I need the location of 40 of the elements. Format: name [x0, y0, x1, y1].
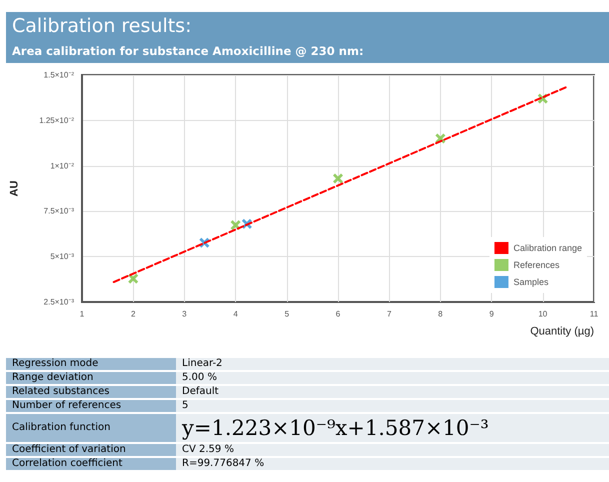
y-tick-label: 2.5×10⁻³ — [44, 298, 74, 306]
x-tick-label: 2 — [130, 310, 136, 318]
text: Range deviation — [6, 372, 176, 384]
x-tick-label: 1 — [80, 310, 85, 318]
text: Regression mode — [6, 358, 176, 370]
text: Calibration function — [6, 414, 176, 442]
x-tick-label: 7 — [386, 310, 392, 318]
text: CV 2.59 % — [176, 444, 609, 456]
point — [128, 274, 138, 284]
y-tick-label: 1×10⁻² — [50, 161, 74, 170]
text: Coefficient of variation — [6, 444, 176, 456]
text: y=1.223×10⁻⁹x+1.587×10⁻³ — [176, 414, 609, 442]
x-tick-label: 9 — [489, 310, 494, 318]
x-axis-title: Quantity (µg) — [530, 326, 594, 338]
text: Linear-2 — [176, 358, 609, 370]
y-axis-title: AU — [8, 180, 20, 196]
text: Default — [176, 386, 609, 398]
x-tick-label: 3 — [182, 310, 188, 318]
x-tick-label: 6 — [336, 310, 341, 318]
text: 5 — [176, 400, 609, 412]
legend-label: References — [513, 260, 560, 270]
y-tick-label: 7.5×10⁻³ — [44, 206, 74, 216]
x-tick-label: 11 — [590, 310, 599, 318]
y-tick-label: 1.5×10⁻² — [44, 70, 74, 80]
text: Correlation coefficient — [6, 458, 176, 470]
legend-label: Calibration range — [513, 243, 582, 253]
y-tick-label: 1.25×10⁻² — [39, 116, 74, 125]
chart-subtitle: Area calibration for substance Amoxicilline @ 230 nm: — [12, 44, 364, 58]
point — [333, 174, 343, 184]
text: 5.00 % — [176, 372, 609, 384]
x-tick-label: 8 — [438, 310, 444, 318]
x-tick-label: 4 — [233, 310, 238, 318]
chart-title: Calibration results: — [12, 15, 192, 37]
y-tick-label: 5×10⁻³ — [50, 252, 74, 262]
text: Related substances — [6, 386, 176, 398]
text: Number of references — [6, 400, 176, 412]
text: R=99.776847 % — [176, 458, 609, 470]
x-tick-label: 10 — [538, 310, 548, 318]
x-tick-label: 5 — [284, 310, 290, 318]
legend-label: Samples — [513, 277, 549, 287]
